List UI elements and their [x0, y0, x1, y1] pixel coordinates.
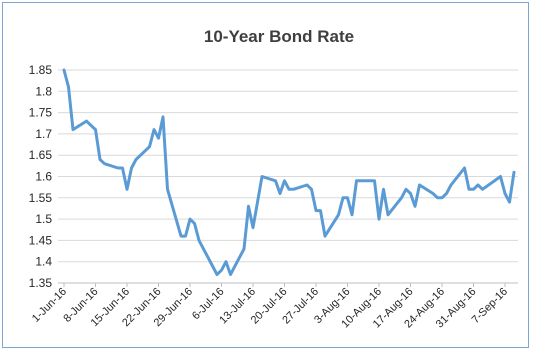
y-tick-label: 1.45 [29, 233, 53, 247]
data-point-24-Jun-16 [166, 188, 169, 191]
data-point-7-Jul-16 [225, 260, 228, 263]
data-point-3-Jun-16 [72, 128, 75, 131]
y-tick-label: 1.55 [29, 191, 53, 205]
chart-frame [2, 2, 529, 348]
data-point-2-Jun-16 [67, 86, 70, 89]
data-point-9-Aug-16 [373, 179, 376, 182]
data-point-17-Aug-16 [409, 192, 412, 195]
data-point-29-Aug-16 [463, 166, 466, 169]
data-point-10-Aug-16 [378, 218, 381, 221]
data-point-1-Jun-16 [63, 69, 66, 72]
data-point-12-Jul-16 [247, 205, 250, 208]
data-point-7-Jun-16 [90, 124, 93, 127]
data-point-1-Jul-16 [198, 239, 201, 242]
data-point-1-Aug-16 [337, 213, 340, 216]
data-point-24-Aug-16 [441, 196, 444, 199]
data-point-28-Jun-16 [184, 235, 187, 238]
data-point-1-Sep-16 [477, 184, 480, 187]
chart-title: 10-Year Bond Rate [204, 27, 354, 46]
y-tick-label: 1.65 [29, 148, 53, 162]
data-point-15-Jul-16 [261, 175, 264, 178]
data-point-12-Aug-16 [387, 213, 390, 216]
y-tick-label: 1.35 [29, 276, 53, 290]
data-point-18-Jul-16 [274, 179, 277, 182]
data-point-22-Aug-16 [432, 192, 435, 195]
data-point-30-Jun-16 [193, 222, 196, 225]
data-point-26-Jul-16 [310, 188, 313, 191]
data-point-17-Jun-16 [135, 158, 138, 161]
data-point-22-Jul-16 [292, 188, 295, 191]
data-point-15-Aug-16 [400, 196, 403, 199]
data-point-11-Aug-16 [382, 188, 385, 191]
data-point-27-Jun-16 [180, 235, 183, 238]
data-point-27-Jul-16 [315, 209, 318, 212]
data-point-23-Jun-16 [162, 115, 165, 118]
data-point-8-Aug-16 [369, 179, 372, 182]
data-point-7-Sep-16 [504, 192, 507, 195]
data-point-13-Jun-16 [117, 166, 120, 169]
data-point-8-Jul-16 [229, 273, 232, 276]
y-tick-label: 1.6 [35, 170, 52, 184]
data-point-25-Aug-16 [445, 192, 448, 195]
data-point-8-Jun-16 [94, 128, 97, 131]
data-point-21-Jul-16 [288, 188, 291, 191]
data-point-20-Jun-16 [148, 145, 151, 148]
data-point-6-Sep-16 [499, 175, 502, 178]
data-point-26-Aug-16 [450, 184, 453, 187]
series-layer [62, 68, 516, 276]
data-point-6-Jul-16 [220, 269, 223, 272]
data-point-3-Aug-16 [346, 196, 349, 199]
data-point-22-Jun-16 [157, 137, 160, 140]
y-tick-label: 1.75 [29, 106, 53, 120]
data-point-9-Sep-16 [513, 171, 516, 174]
data-point-29-Jul-16 [324, 235, 327, 238]
y-tick-label: 1.4 [35, 255, 52, 269]
data-point-11-Jul-16 [243, 247, 246, 250]
data-point-5-Aug-16 [355, 179, 358, 182]
y-tick-label: 1.8 [35, 84, 52, 98]
y-axis-ticks: 1.35 1.4 1.45 1.5 1.55 1.6 1.65 1.7 1.75 1.8 1.85 [29, 63, 53, 290]
x-axis-ticks: 1-Jun-168-Jun-1615-Jun-1622-Jun-1629-Jun… [30, 283, 510, 330]
data-point-16-Aug-16 [405, 188, 408, 191]
data-point-16-Jun-16 [130, 166, 133, 169]
bond-rate-series-line [62, 68, 516, 276]
data-point-30-Aug-16 [468, 188, 471, 191]
data-point-23-Aug-16 [436, 196, 439, 199]
data-point-4-Aug-16 [351, 213, 354, 216]
data-point-14-Jul-16 [256, 201, 259, 204]
data-point-15-Jun-16 [126, 188, 129, 191]
data-point-20-Jul-16 [283, 179, 286, 182]
data-point-29-Jun-16 [189, 218, 192, 221]
data-point-28-Jul-16 [319, 209, 322, 212]
data-point-5-Jul-16 [216, 273, 219, 276]
data-point-10-Jun-16 [103, 162, 106, 165]
data-point-13-Jul-16 [252, 226, 255, 229]
y-tick-label: 1.5 [35, 212, 52, 226]
data-point-6-Jun-16 [85, 120, 88, 123]
data-point-21-Jun-16 [153, 128, 156, 131]
data-point-2-Sep-16 [481, 188, 484, 191]
data-point-2-Aug-16 [342, 196, 345, 199]
data-point-31-Aug-16 [472, 188, 475, 191]
data-point-18-Aug-16 [414, 205, 417, 208]
data-point-25-Jul-16 [306, 184, 309, 187]
gridlines [58, 69, 518, 284]
y-tick-label: 1.85 [29, 63, 53, 77]
y-tick-label: 1.7 [35, 127, 52, 141]
data-point-19-Jul-16 [279, 192, 282, 195]
data-point-9-Jun-16 [99, 158, 102, 161]
data-point-14-Jun-16 [121, 166, 124, 169]
data-point-19-Aug-16 [418, 184, 421, 187]
data-point-8-Sep-16 [508, 201, 511, 204]
